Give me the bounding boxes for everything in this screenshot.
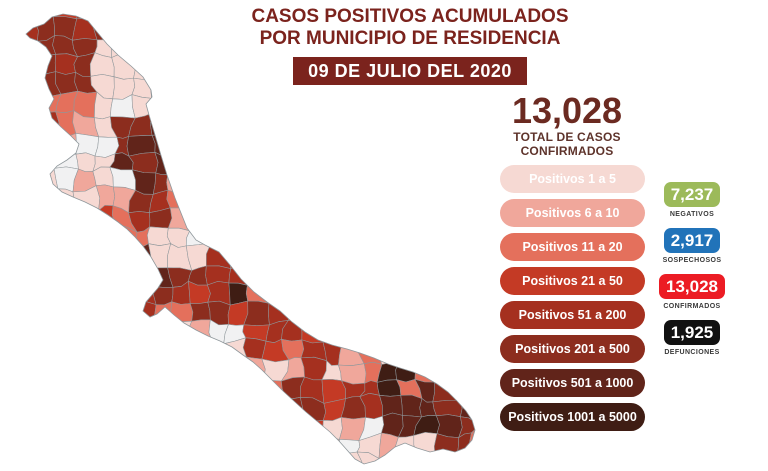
legend-item: Positivos 1001 a 5000 <box>500 403 645 431</box>
page-title-line1: CASOS POSITIVOS ACUMULADOS <box>251 6 569 27</box>
veracruz-choropleth-map <box>25 13 476 465</box>
total-confirmed-block: 13,028 TOTAL DE CASOS CONFIRMADOS <box>488 90 646 159</box>
legend-item: Positivos 501 a 1000 <box>500 369 645 397</box>
stat-badge: 1,925 <box>663 320 721 345</box>
stat-label: NEGATIVOS <box>669 211 715 218</box>
total-confirmed-label-line2: CONFIRMADOS <box>520 144 614 158</box>
legend-item: Positivos 201 a 500 <box>500 335 645 363</box>
stat-label: DEFUNCIONES <box>664 349 720 356</box>
state-outline <box>25 13 476 465</box>
legend-item: Positivos 1 a 5 <box>500 165 645 193</box>
page-title-line2: POR MUNICIPIO DE RESIDENCIA <box>259 28 561 49</box>
stat: 1,925 DEFUNCIONES <box>663 320 721 358</box>
legend-item: Positivos 51 a 200 <box>500 301 645 329</box>
stat: 7,237 NEGATIVOS <box>663 182 721 220</box>
legend-item-label: Positivos 11 a 20 <box>522 240 623 254</box>
stat: 13,028 CONFIRMADOS <box>659 274 725 312</box>
date-banner: 09 DE JULIO DEL 2020 <box>293 57 527 85</box>
stat-label: SOSPECHOSOS <box>662 257 722 264</box>
header: CASOS POSITIVOS ACUMULADOS POR MUNICIPIO… <box>238 6 582 85</box>
legend-item-label: Positivos 1 a 5 <box>529 172 616 186</box>
total-confirmed-label-line1: TOTAL DE CASOS <box>513 130 621 144</box>
stats-column: 7,237 NEGATIVOS 2,917 SOSPECHOSOS 13,028… <box>648 182 736 366</box>
stat-badge: 13,028 <box>659 274 725 299</box>
legend-item: Positivos 21 a 50 <box>500 267 645 295</box>
legend-item-label: Positivos 1001 a 5000 <box>508 410 637 424</box>
legend: Positivos 1 a 5 Positivos 6 a 10 Positiv… <box>500 165 645 437</box>
stat: 2,917 SOSPECHOSOS <box>663 228 722 266</box>
legend-item-label: Positivos 201 a 500 <box>515 342 630 356</box>
stat-label: CONFIRMADOS <box>663 303 721 310</box>
legend-item-label: Positivos 21 a 50 <box>522 274 623 288</box>
legend-item-label: Positivos 6 a 10 <box>525 206 620 220</box>
legend-item-label: Positivos 501 a 1000 <box>511 376 634 390</box>
total-confirmed-value: 13,028 <box>511 90 623 131</box>
stat-badge: 7,237 <box>663 182 721 207</box>
stat-badge: 2,917 <box>663 228 721 253</box>
legend-item: Positivos 11 a 20 <box>500 233 645 261</box>
legend-item: Positivos 6 a 10 <box>500 199 645 227</box>
legend-item-label: Positivos 51 a 200 <box>518 308 627 322</box>
